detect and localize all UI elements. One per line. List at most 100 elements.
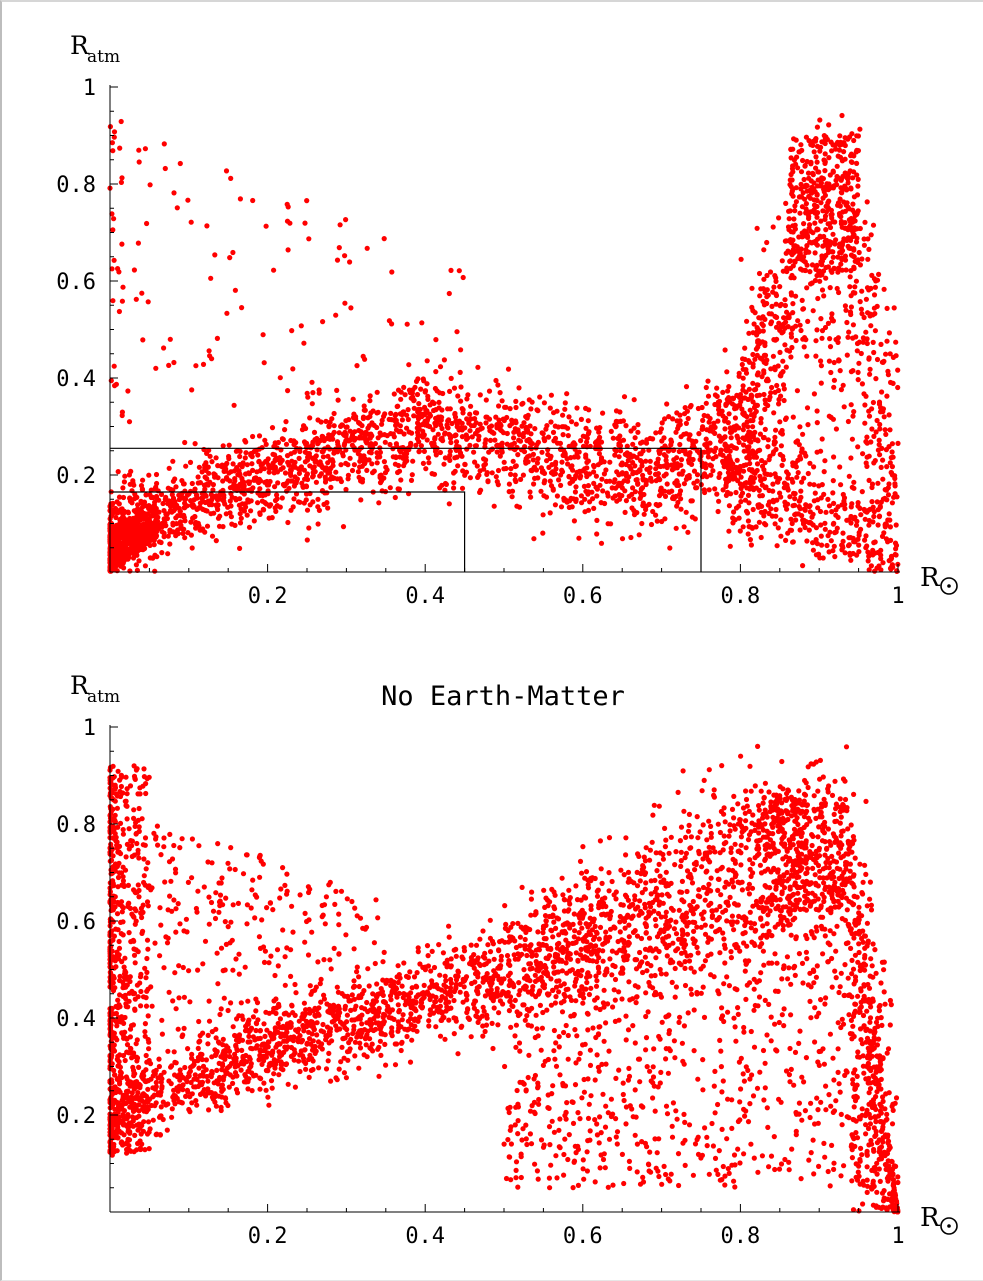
- data-point: [763, 361, 768, 366]
- data-point: [856, 177, 861, 182]
- data-point: [739, 475, 744, 480]
- data-point: [779, 443, 784, 448]
- data-point: [890, 449, 895, 454]
- data-point: [632, 397, 637, 402]
- data-point: [619, 482, 624, 487]
- data-point: [806, 250, 811, 255]
- data-point: [498, 454, 503, 459]
- data-point: [302, 221, 307, 226]
- data-point: [698, 457, 703, 462]
- data-point: [884, 447, 889, 452]
- data-point: [839, 547, 844, 552]
- data-point: [593, 485, 598, 490]
- data-point: [527, 489, 532, 494]
- data-point: [768, 472, 773, 477]
- data-point: [883, 427, 888, 432]
- data-point: [795, 256, 800, 261]
- data-point: [773, 428, 778, 433]
- data-point: [820, 436, 825, 441]
- data-point: [776, 397, 781, 402]
- data-point: [422, 983, 427, 988]
- data-point: [801, 306, 806, 311]
- data-point: [878, 409, 883, 414]
- data-point: [437, 485, 442, 490]
- data-point: [819, 543, 824, 548]
- data-point: [136, 511, 141, 516]
- data-point: [719, 763, 724, 768]
- data-point: [508, 472, 513, 477]
- data-point: [210, 534, 215, 539]
- data-point: [553, 424, 558, 429]
- data-point: [677, 413, 682, 418]
- data-point: [895, 368, 900, 373]
- data-point: [789, 229, 794, 234]
- data-point: [846, 419, 851, 424]
- data-point: [841, 149, 846, 154]
- data-point: [883, 352, 888, 357]
- data-point: [531, 536, 536, 541]
- data-point: [718, 452, 723, 457]
- data-point: [175, 513, 180, 518]
- data-point: [179, 495, 184, 500]
- data-point: [775, 543, 780, 548]
- data-point: [704, 385, 709, 390]
- data-point: [518, 439, 523, 444]
- data-point: [238, 520, 243, 525]
- data-point: [700, 405, 705, 410]
- data-point: [692, 867, 697, 872]
- data-point: [376, 500, 381, 505]
- data-point: [490, 470, 495, 475]
- data-point: [280, 495, 285, 500]
- data-point: [758, 478, 763, 483]
- data-point: [850, 202, 855, 207]
- data-point: [707, 420, 712, 425]
- data-point: [401, 409, 406, 414]
- data-point: [449, 376, 454, 381]
- data-point: [551, 960, 556, 965]
- data-point: [316, 521, 321, 526]
- data-point: [869, 406, 874, 411]
- data-point: [850, 336, 855, 341]
- data-point: [755, 461, 760, 466]
- data-point: [205, 1041, 210, 1046]
- data-point: [458, 370, 463, 375]
- data-point: [320, 434, 325, 439]
- data-point: [502, 460, 507, 465]
- data-point: [887, 412, 892, 417]
- data-point: [804, 285, 809, 290]
- data-point: [152, 486, 157, 491]
- data-point: [790, 540, 795, 545]
- data-point: [509, 494, 514, 499]
- data-point: [630, 442, 635, 447]
- data-point: [320, 449, 325, 454]
- data-point: [131, 555, 136, 560]
- data-point: [151, 523, 156, 528]
- data-point: [365, 415, 370, 420]
- data-point: [790, 301, 795, 306]
- data-point: [894, 568, 899, 573]
- data-point: [639, 463, 644, 468]
- data-point: [884, 1112, 889, 1117]
- data-point: [757, 393, 762, 398]
- data-point: [776, 215, 781, 220]
- data-point: [763, 427, 768, 432]
- data-point: [790, 463, 795, 468]
- data-point: [790, 503, 795, 508]
- data-point: [787, 312, 792, 317]
- data-point: [770, 482, 775, 487]
- data-point: [851, 169, 856, 174]
- data-point: [884, 464, 889, 469]
- data-point: [712, 486, 717, 491]
- data-point: [165, 551, 170, 556]
- data-point: [207, 480, 212, 485]
- data-point: [392, 391, 397, 396]
- data-point: [667, 545, 672, 550]
- data-point: [840, 248, 845, 253]
- data-point: [342, 1070, 347, 1075]
- data-point: [134, 562, 139, 567]
- data-point: [122, 474, 127, 479]
- data-point: [375, 455, 380, 460]
- data-point: [400, 417, 405, 422]
- data-point: [825, 200, 830, 205]
- data-point: [310, 390, 315, 395]
